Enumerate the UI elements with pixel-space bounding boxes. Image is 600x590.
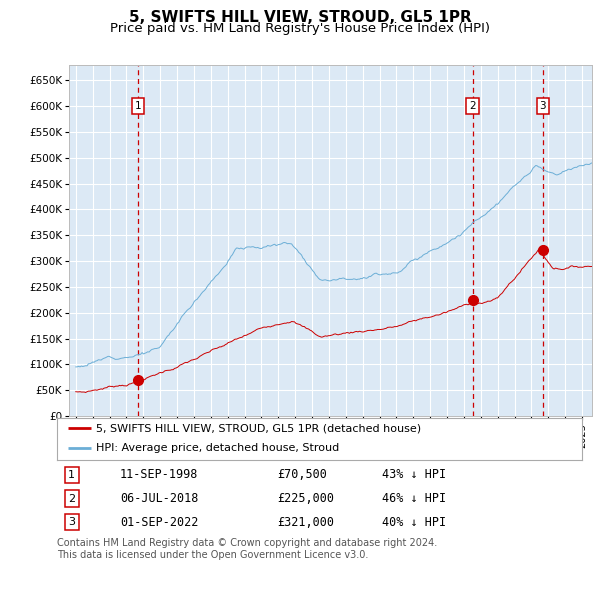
Text: 3: 3 <box>68 517 75 527</box>
Text: £70,500: £70,500 <box>277 468 328 481</box>
Text: 3: 3 <box>539 101 546 112</box>
Text: 2: 2 <box>469 101 476 112</box>
Text: Contains HM Land Registry data © Crown copyright and database right 2024.
This d: Contains HM Land Registry data © Crown c… <box>57 538 437 560</box>
Text: Price paid vs. HM Land Registry's House Price Index (HPI): Price paid vs. HM Land Registry's House … <box>110 22 490 35</box>
Text: 2: 2 <box>68 494 75 503</box>
Text: 40% ↓ HPI: 40% ↓ HPI <box>383 516 446 529</box>
Text: £321,000: £321,000 <box>277 516 335 529</box>
Text: 5, SWIFTS HILL VIEW, STROUD, GL5 1PR (detached house): 5, SWIFTS HILL VIEW, STROUD, GL5 1PR (de… <box>97 424 421 433</box>
Text: 01-SEP-2022: 01-SEP-2022 <box>120 516 199 529</box>
Text: 46% ↓ HPI: 46% ↓ HPI <box>383 492 446 505</box>
Text: £225,000: £225,000 <box>277 492 335 505</box>
Text: 1: 1 <box>68 470 75 480</box>
Text: 43% ↓ HPI: 43% ↓ HPI <box>383 468 446 481</box>
Text: 5, SWIFTS HILL VIEW, STROUD, GL5 1PR: 5, SWIFTS HILL VIEW, STROUD, GL5 1PR <box>128 10 472 25</box>
Text: 06-JUL-2018: 06-JUL-2018 <box>120 492 199 505</box>
Text: 1: 1 <box>135 101 142 112</box>
Text: HPI: Average price, detached house, Stroud: HPI: Average price, detached house, Stro… <box>97 443 340 453</box>
Text: 11-SEP-1998: 11-SEP-1998 <box>120 468 199 481</box>
